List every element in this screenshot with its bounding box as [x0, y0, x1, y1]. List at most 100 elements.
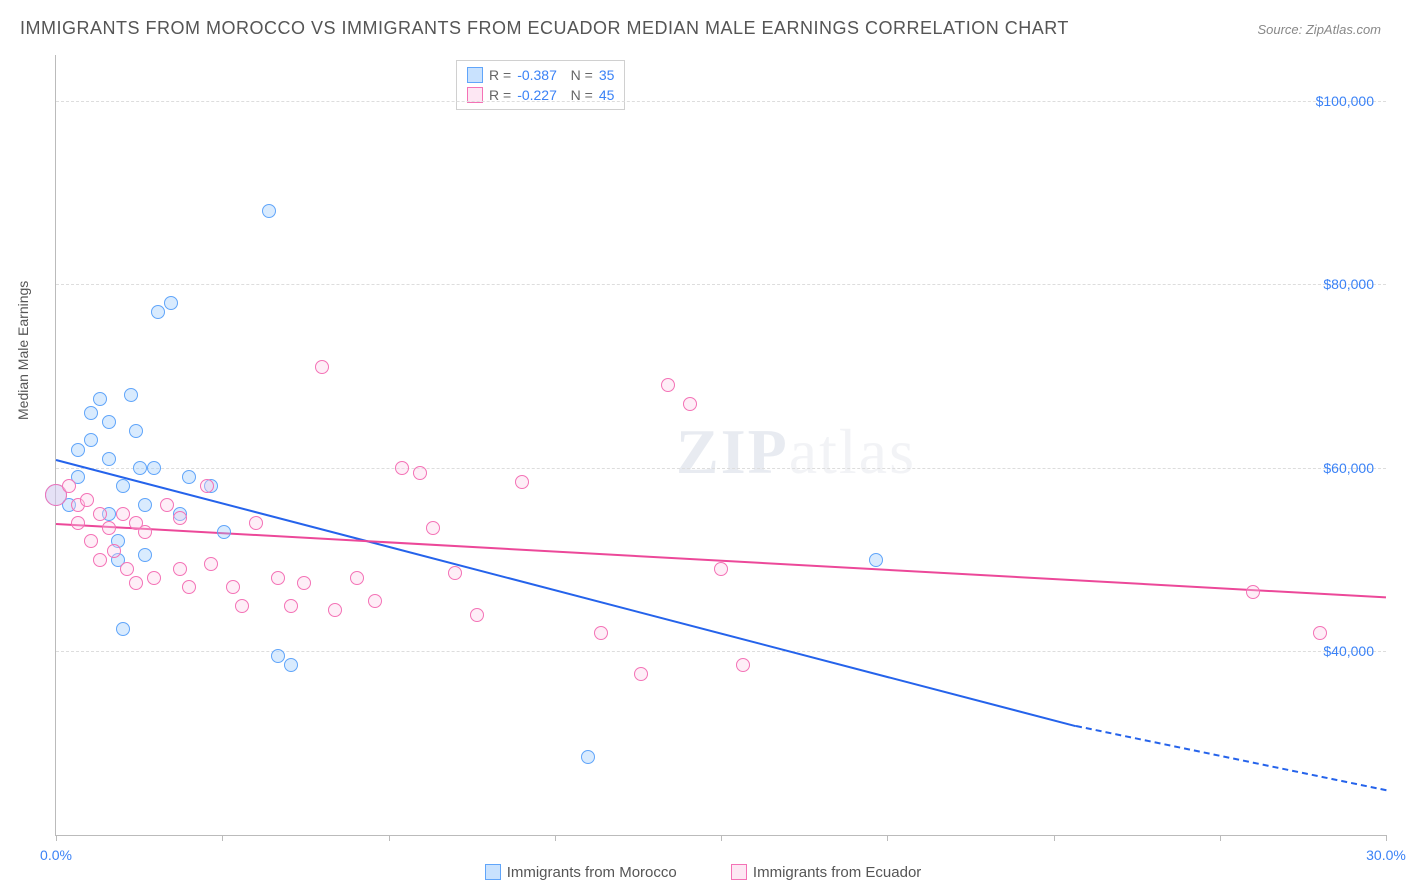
data-point [71, 516, 85, 530]
data-point [217, 525, 231, 539]
data-point [84, 433, 98, 447]
data-point [133, 461, 147, 475]
data-point [350, 571, 364, 585]
data-point [271, 649, 285, 663]
swatch-blue-icon [467, 67, 483, 83]
data-point [262, 204, 276, 218]
data-point [226, 580, 240, 594]
data-point [107, 544, 121, 558]
x-tick [389, 835, 390, 841]
data-point [116, 507, 130, 521]
grid-line [56, 468, 1386, 469]
trend-line [56, 459, 1076, 727]
data-point [129, 424, 143, 438]
data-point [147, 571, 161, 585]
data-point [84, 534, 98, 548]
data-point [249, 516, 263, 530]
data-point [200, 479, 214, 493]
data-point [147, 461, 161, 475]
plot-region: ZIPatlas R = -0.387 N = 35 R = -0.227 N … [55, 55, 1386, 836]
legend-item-morocco: Immigrants from Morocco [485, 864, 677, 881]
data-point [413, 466, 427, 480]
data-point [124, 388, 138, 402]
grid-line [56, 651, 1386, 652]
watermark: ZIPatlas [676, 415, 916, 489]
data-point [173, 562, 187, 576]
data-point [129, 576, 143, 590]
data-point [160, 498, 174, 512]
data-point [328, 603, 342, 617]
trend-line [56, 523, 1386, 598]
stats-row-ecuador: R = -0.227 N = 45 [467, 85, 614, 105]
data-point [173, 511, 187, 525]
stats-row-morocco: R = -0.387 N = 35 [467, 65, 614, 85]
data-point [470, 608, 484, 622]
data-point [284, 599, 298, 613]
x-tick [887, 835, 888, 841]
data-point [164, 296, 178, 310]
data-point [62, 479, 76, 493]
data-point [204, 557, 218, 571]
data-point [138, 498, 152, 512]
x-tick [222, 835, 223, 841]
grid-line [56, 284, 1386, 285]
data-point [683, 397, 697, 411]
legend-label-morocco: Immigrants from Morocco [507, 864, 677, 881]
y-tick-label: $80,000 [1323, 276, 1374, 292]
data-point [869, 553, 883, 567]
trend-line-dashed [1075, 725, 1386, 791]
data-point [102, 452, 116, 466]
data-point [138, 525, 152, 539]
x-tick [1386, 835, 1387, 841]
data-point [93, 507, 107, 521]
x-tick [721, 835, 722, 841]
data-point [661, 378, 675, 392]
data-point [102, 521, 116, 535]
x-max-label: 30.0% [1366, 847, 1406, 863]
stats-box: R = -0.387 N = 35 R = -0.227 N = 45 [456, 60, 625, 110]
data-point [395, 461, 409, 475]
data-point [182, 470, 196, 484]
y-tick-label: $40,000 [1323, 643, 1374, 659]
data-point [235, 599, 249, 613]
legend: Immigrants from Morocco Immigrants from … [0, 864, 1406, 885]
data-point [594, 626, 608, 640]
r-value-morocco: -0.387 [517, 67, 557, 83]
data-point [736, 658, 750, 672]
data-point [448, 566, 462, 580]
x-tick [1054, 835, 1055, 841]
source-attribution: Source: ZipAtlas.com [1257, 22, 1381, 37]
legend-item-ecuador: Immigrants from Ecuador [731, 864, 921, 881]
chart-area: ZIPatlas R = -0.387 N = 35 R = -0.227 N … [55, 55, 1385, 835]
data-point [581, 750, 595, 764]
data-point [151, 305, 165, 319]
data-point [182, 580, 196, 594]
legend-label-ecuador: Immigrants from Ecuador [753, 864, 921, 881]
data-point [138, 548, 152, 562]
x-tick [555, 835, 556, 841]
n-label: N = [563, 67, 593, 83]
y-tick-label: $60,000 [1323, 460, 1374, 476]
data-point [71, 443, 85, 457]
data-point [93, 392, 107, 406]
data-point [93, 553, 107, 567]
y-tick-label: $100,000 [1316, 93, 1374, 109]
data-point [284, 658, 298, 672]
n-value-morocco: 35 [599, 67, 615, 83]
data-point [515, 475, 529, 489]
swatch-pink-icon [731, 864, 747, 880]
x-tick [56, 835, 57, 841]
data-point [714, 562, 728, 576]
data-point [116, 622, 130, 636]
data-point [315, 360, 329, 374]
data-point [368, 594, 382, 608]
grid-line [56, 101, 1386, 102]
x-tick [1220, 835, 1221, 841]
data-point [80, 493, 94, 507]
data-point [84, 406, 98, 420]
x-min-label: 0.0% [40, 847, 72, 863]
data-point [426, 521, 440, 535]
data-point [102, 415, 116, 429]
data-point [634, 667, 648, 681]
data-point [116, 479, 130, 493]
